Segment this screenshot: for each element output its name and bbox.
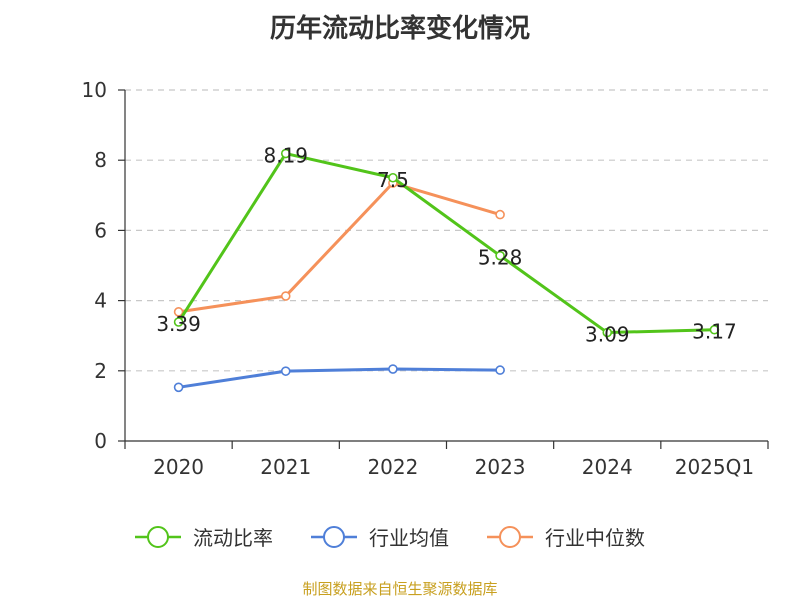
y-tick-label: 2 xyxy=(94,359,107,383)
data-point xyxy=(280,366,291,376)
x-tick-label: 2020 xyxy=(153,455,204,479)
y-tick-label: 0 xyxy=(94,429,107,453)
legend-marker xyxy=(147,526,169,548)
x-tick-label: 2025Q1 xyxy=(675,455,754,479)
legend-item: 流动比率 xyxy=(135,526,273,550)
data-point xyxy=(495,209,505,220)
legend-marker xyxy=(499,526,521,548)
data-point xyxy=(173,317,184,327)
data-point xyxy=(388,364,398,374)
data-label: 8.19 xyxy=(263,144,308,168)
data-point xyxy=(173,382,184,393)
source-note: 制图数据来自恒生聚源数据库 xyxy=(302,580,498,598)
data-label: 7.5 xyxy=(377,168,409,192)
x-tick-label: 2021 xyxy=(260,455,311,479)
y-tick-label: 10 xyxy=(82,78,107,102)
data-label: 5.28 xyxy=(478,246,523,270)
data-point xyxy=(388,172,398,183)
data-point xyxy=(173,307,184,317)
data-label: 3.39 xyxy=(156,312,201,336)
legend-marker xyxy=(323,526,345,548)
legend-label: 流动比率 xyxy=(193,526,273,550)
y-tick-label: 8 xyxy=(94,148,107,172)
legend-label: 行业中位数 xyxy=(545,526,645,550)
data-point xyxy=(280,148,291,159)
axes: 0 2 4 6 8 10 2020 2021 2022 2023 2024 2025Q1 xyxy=(82,78,769,479)
grid-lines xyxy=(125,89,768,372)
data-label: 3.17 xyxy=(692,320,737,344)
y-tick-label: 4 xyxy=(94,289,107,313)
y-tick-label: 6 xyxy=(94,218,107,242)
chart-title: 历年流动比率变化情况 xyxy=(269,14,530,44)
data-point xyxy=(280,291,291,301)
x-tick-label: 2024 xyxy=(582,455,633,479)
series-layer xyxy=(173,148,720,393)
x-tick-label: 2023 xyxy=(475,455,526,479)
data-point xyxy=(495,250,505,261)
data-label: 3.09 xyxy=(585,323,630,347)
data-point xyxy=(709,324,720,335)
series-line-industry-median xyxy=(178,181,501,314)
series-line-current-ratio xyxy=(177,152,715,335)
data-point xyxy=(495,365,505,375)
x-tick-label: 2022 xyxy=(367,455,418,479)
series-line-industry-average xyxy=(178,367,501,389)
data-labels: 3.39 8.19 7.5 5.28 3.09 3.17 xyxy=(156,144,736,347)
data-point xyxy=(602,327,613,338)
legend-item: 行业均值 xyxy=(311,526,449,550)
legend-item: 行业中位数 xyxy=(487,526,645,550)
legend-label: 行业均值 xyxy=(369,526,449,550)
legend: 流动比率 行业均值 行业中位数 xyxy=(135,526,645,550)
